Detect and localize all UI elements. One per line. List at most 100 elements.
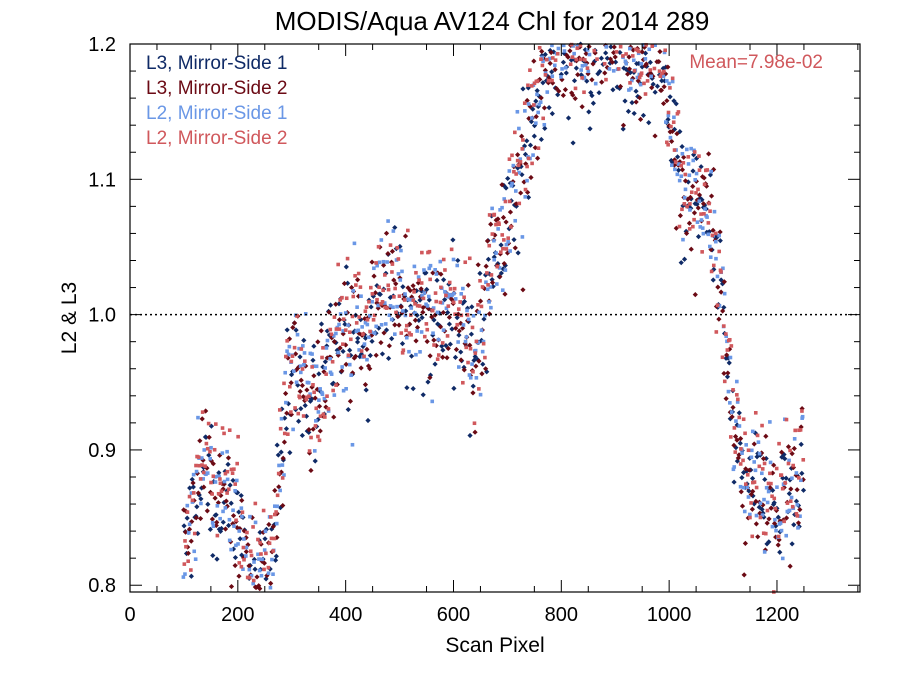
data-point bbox=[199, 456, 204, 460]
data-point bbox=[270, 557, 274, 562]
data-point bbox=[187, 485, 193, 491]
data-point bbox=[607, 56, 614, 62]
data-point bbox=[525, 178, 529, 183]
data-point bbox=[299, 347, 304, 351]
data-point bbox=[212, 447, 217, 452]
data-point bbox=[347, 398, 354, 404]
data-point bbox=[465, 308, 469, 313]
data-point bbox=[386, 287, 391, 292]
data-point bbox=[189, 519, 195, 525]
data-point bbox=[514, 172, 518, 176]
data-point bbox=[694, 191, 698, 195]
data-point bbox=[750, 429, 755, 434]
data-point bbox=[560, 92, 566, 98]
data-point bbox=[271, 572, 275, 576]
data-point bbox=[185, 510, 190, 514]
data-point bbox=[770, 470, 776, 476]
data-point bbox=[481, 316, 487, 322]
data-point bbox=[481, 339, 486, 344]
data-point bbox=[717, 304, 722, 308]
data-point bbox=[716, 316, 722, 322]
data-point bbox=[724, 374, 731, 380]
data-point bbox=[672, 148, 677, 152]
data-point bbox=[616, 67, 621, 71]
data-point bbox=[687, 194, 694, 200]
data-point bbox=[354, 283, 358, 287]
data-point bbox=[263, 526, 270, 532]
data-point bbox=[721, 370, 727, 377]
data-point bbox=[307, 394, 311, 399]
data-point bbox=[439, 343, 445, 349]
data-point bbox=[721, 304, 727, 311]
data-point bbox=[186, 526, 193, 532]
data-point bbox=[764, 485, 769, 490]
data-point bbox=[291, 320, 298, 326]
data-point bbox=[371, 318, 376, 322]
data-point bbox=[298, 395, 302, 400]
data-point bbox=[676, 162, 681, 166]
data-point bbox=[203, 464, 207, 468]
data-point bbox=[306, 427, 312, 433]
data-point bbox=[205, 446, 210, 451]
data-point bbox=[693, 178, 697, 182]
data-point bbox=[694, 171, 699, 176]
data-point bbox=[523, 109, 527, 113]
data-point bbox=[652, 133, 658, 139]
data-point bbox=[298, 377, 304, 383]
data-point bbox=[450, 293, 454, 297]
data-point bbox=[444, 293, 448, 298]
data-point bbox=[798, 428, 803, 432]
data-point bbox=[489, 305, 493, 310]
data-point bbox=[736, 410, 742, 416]
data-point bbox=[798, 514, 802, 519]
data-point bbox=[769, 481, 773, 486]
data-point bbox=[194, 469, 199, 474]
data-point bbox=[451, 257, 456, 262]
data-point bbox=[795, 520, 802, 526]
data-point bbox=[541, 105, 548, 111]
data-point bbox=[347, 330, 352, 334]
data-point bbox=[382, 301, 387, 305]
data-point bbox=[699, 197, 705, 203]
data-point bbox=[284, 400, 288, 405]
data-point bbox=[520, 235, 525, 239]
data-point bbox=[344, 296, 349, 301]
data-point bbox=[706, 232, 711, 237]
data-point bbox=[324, 355, 330, 361]
data-point bbox=[225, 455, 232, 461]
data-point bbox=[390, 262, 395, 266]
data-point bbox=[596, 90, 602, 96]
data-point bbox=[318, 328, 324, 334]
data-point bbox=[434, 272, 439, 276]
data-point bbox=[673, 160, 678, 164]
data-point bbox=[463, 260, 468, 265]
data-point bbox=[251, 525, 255, 529]
data-point bbox=[720, 308, 726, 314]
data-point bbox=[385, 251, 391, 257]
data-point bbox=[249, 553, 254, 558]
data-point bbox=[336, 350, 340, 355]
data-point bbox=[223, 506, 228, 510]
data-point bbox=[778, 521, 783, 525]
data-point bbox=[181, 523, 187, 529]
data-point bbox=[257, 529, 263, 535]
data-point bbox=[717, 238, 723, 244]
data-point bbox=[394, 258, 399, 262]
data-point bbox=[459, 325, 466, 331]
legend-entry: L2, Mirror-Side 1 bbox=[146, 103, 288, 124]
data-point bbox=[744, 443, 748, 447]
data-point bbox=[762, 497, 766, 502]
data-point bbox=[452, 354, 459, 360]
data-point bbox=[367, 335, 371, 340]
data-point bbox=[671, 120, 676, 125]
data-point bbox=[699, 174, 706, 180]
data-point bbox=[182, 529, 189, 535]
data-point bbox=[719, 281, 726, 287]
data-point bbox=[414, 352, 418, 357]
data-point bbox=[696, 187, 700, 192]
data-point bbox=[184, 515, 190, 521]
data-point bbox=[775, 485, 779, 489]
data-point bbox=[737, 436, 744, 442]
data-point bbox=[362, 335, 369, 341]
data-point bbox=[688, 208, 692, 212]
